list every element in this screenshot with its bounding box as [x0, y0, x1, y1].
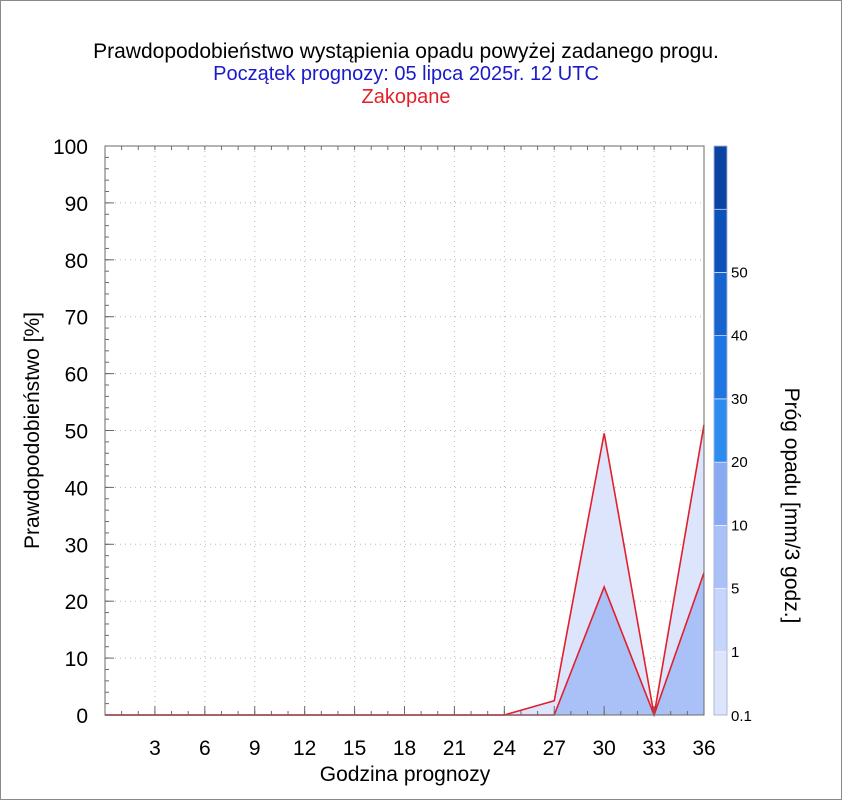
x-tick-label: 30 [592, 737, 615, 760]
colorbar-tick-label: 40 [731, 328, 748, 345]
colorbar-tick-label: 5 [731, 581, 739, 598]
colorbar-segment [713, 525, 728, 589]
y-tick-label: 90 [65, 193, 88, 216]
x-tick-label: 27 [543, 737, 566, 760]
x-tick-label: 21 [443, 737, 466, 760]
colorbar-tick-label: 1 [731, 644, 739, 661]
colorbar-tick-label: 30 [731, 391, 748, 408]
colorbar-segment [713, 461, 728, 526]
y-tick-label: 20 [65, 591, 88, 614]
x-tick-label: 3 [149, 737, 161, 760]
y-tick-label: 30 [65, 534, 88, 557]
colorbar-tick-label: 20 [731, 454, 748, 471]
chart-subtitle: Początek prognozy: 05 lipca 2025r. 12 UT… [213, 63, 599, 85]
colorbar-segment [713, 272, 728, 336]
colorbar-segment [713, 145, 728, 210]
x-axis-title: Godzina prognozy [320, 763, 491, 786]
colorbar-segment [713, 588, 728, 653]
colorbar-tick-label: 50 [731, 264, 748, 281]
colorbar-title: Próg opadu [mm/3 godz.] [780, 388, 803, 624]
y-tick-label: 80 [65, 250, 88, 273]
x-tick-label: 15 [343, 737, 366, 760]
y-axis-title: Prawdopodobieństwo [%] [21, 312, 44, 549]
series-area-0 [105, 424, 704, 715]
colorbar-frame [713, 145, 728, 716]
y-tick-label: 50 [65, 421, 88, 444]
chart-title: Prawdopodobieństwo wystąpienia opadu pow… [93, 40, 719, 63]
y-tick-label: 40 [65, 477, 88, 500]
colorbar-segment [713, 398, 728, 463]
x-tick-label: 6 [199, 737, 211, 760]
y-tick-label: 0 [76, 705, 88, 728]
series-area-1 [105, 572, 704, 715]
x-tick-label: 9 [249, 737, 261, 760]
x-tick-label: 33 [642, 737, 665, 760]
x-tick-label: 36 [692, 737, 715, 760]
colorbar-segment [713, 651, 728, 716]
y-tick-label: 100 [53, 136, 88, 159]
x-tick-label: 18 [393, 737, 416, 760]
chart-location: Zakopane [361, 86, 451, 108]
y-tick-label: 70 [65, 307, 88, 330]
y-tick-label: 10 [65, 648, 88, 671]
x-tick-label: 12 [293, 737, 316, 760]
colorbar-tick-label: 10 [731, 517, 748, 534]
x-tick-label: 24 [493, 737, 517, 760]
colorbar-segment [713, 208, 728, 273]
y-tick-label: 60 [65, 364, 88, 387]
colorbar-tick-label: 0.1 [731, 708, 752, 725]
chart-title-block: Prawdopodobieństwo wystąpienia opadu pow… [0, 40, 812, 109]
colorbar-segment [713, 335, 728, 400]
